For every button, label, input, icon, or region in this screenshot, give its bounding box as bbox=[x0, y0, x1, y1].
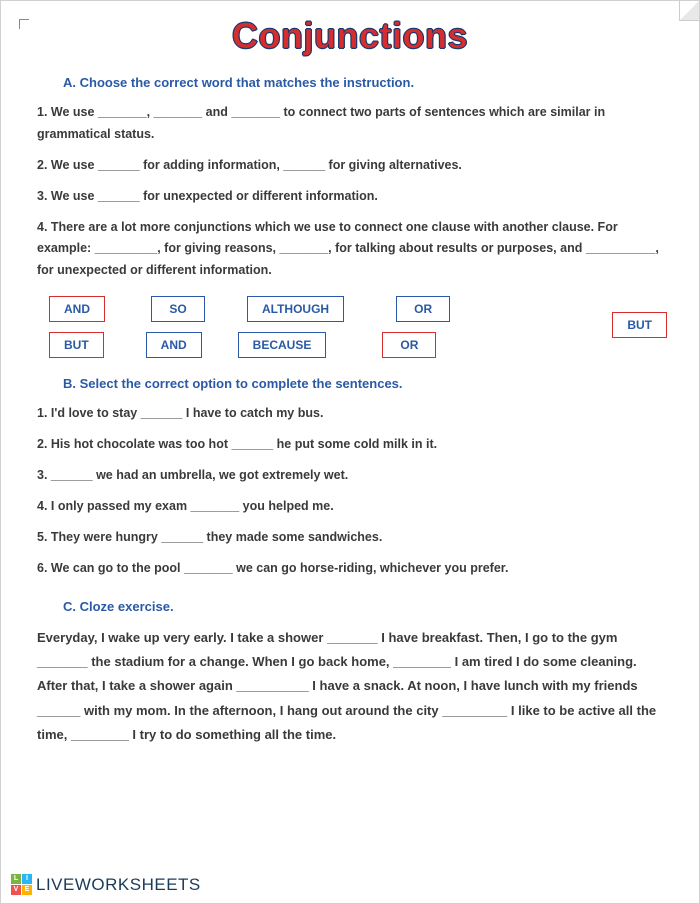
section-b-heading: B. Select the correct option to complete… bbox=[63, 376, 663, 391]
word-and-2[interactable]: AND bbox=[146, 332, 202, 358]
section-b-item-4: 4. I only passed my exam _______ you hel… bbox=[37, 496, 663, 518]
section-c-heading: C. Cloze exercise. bbox=[63, 599, 663, 614]
section-b-item-5: 5. They were hungry ______ they made som… bbox=[37, 527, 663, 549]
section-c-text: Everyday, I wake up very early. I take a… bbox=[37, 626, 663, 746]
footer-logo-icon: L I V E bbox=[11, 874, 32, 895]
corner-mark bbox=[19, 19, 29, 29]
logo-sq-2: I bbox=[22, 874, 32, 884]
word-so[interactable]: SO bbox=[151, 296, 205, 322]
logo-sq-3: V bbox=[11, 885, 21, 895]
section-a-item-3: 3. We use ______ for unexpected or diffe… bbox=[37, 186, 663, 208]
word-but-floating[interactable]: BUT bbox=[612, 312, 667, 338]
word-row-1: AND SO ALTHOUGH OR bbox=[37, 296, 663, 322]
section-a-heading: A. Choose the correct word that matches … bbox=[63, 75, 663, 90]
word-or-2[interactable]: OR bbox=[382, 332, 436, 358]
section-b-item-6: 6. We can go to the pool _______ we can … bbox=[37, 558, 663, 580]
section-a-item-2: 2. We use ______ for adding information,… bbox=[37, 155, 663, 177]
page-title: Conjunctions bbox=[37, 15, 663, 57]
logo-sq-4: E bbox=[22, 885, 32, 895]
section-a-item-1: 1. We use _______, _______ and _______ t… bbox=[37, 102, 663, 146]
section-a-item-4: 4. There are a lot more conjunctions whi… bbox=[37, 217, 663, 283]
footer-brand: LIVEWORKSHEETS bbox=[36, 875, 201, 895]
logo-sq-1: L bbox=[11, 874, 21, 884]
word-row-2: BUT AND BECAUSE OR bbox=[37, 332, 663, 358]
section-b-item-3: 3. ______ we had an umbrella, we got ext… bbox=[37, 465, 663, 487]
section-b-item-1: 1. I'd love to stay ______ I have to cat… bbox=[37, 403, 663, 425]
word-and[interactable]: AND bbox=[49, 296, 105, 322]
section-b-item-2: 2. His hot chocolate was too hot ______ … bbox=[37, 434, 663, 456]
word-but[interactable]: BUT bbox=[49, 332, 104, 358]
word-although[interactable]: ALTHOUGH bbox=[247, 296, 344, 322]
worksheet-page: Conjunctions A. Choose the correct word … bbox=[0, 0, 700, 904]
word-bank: AND SO ALTHOUGH OR BUT AND BECAUSE OR BU… bbox=[37, 296, 663, 358]
word-because[interactable]: BECAUSE bbox=[238, 332, 327, 358]
page-fold bbox=[679, 1, 699, 21]
word-or[interactable]: OR bbox=[396, 296, 450, 322]
footer: L I V E LIVEWORKSHEETS bbox=[11, 874, 201, 895]
